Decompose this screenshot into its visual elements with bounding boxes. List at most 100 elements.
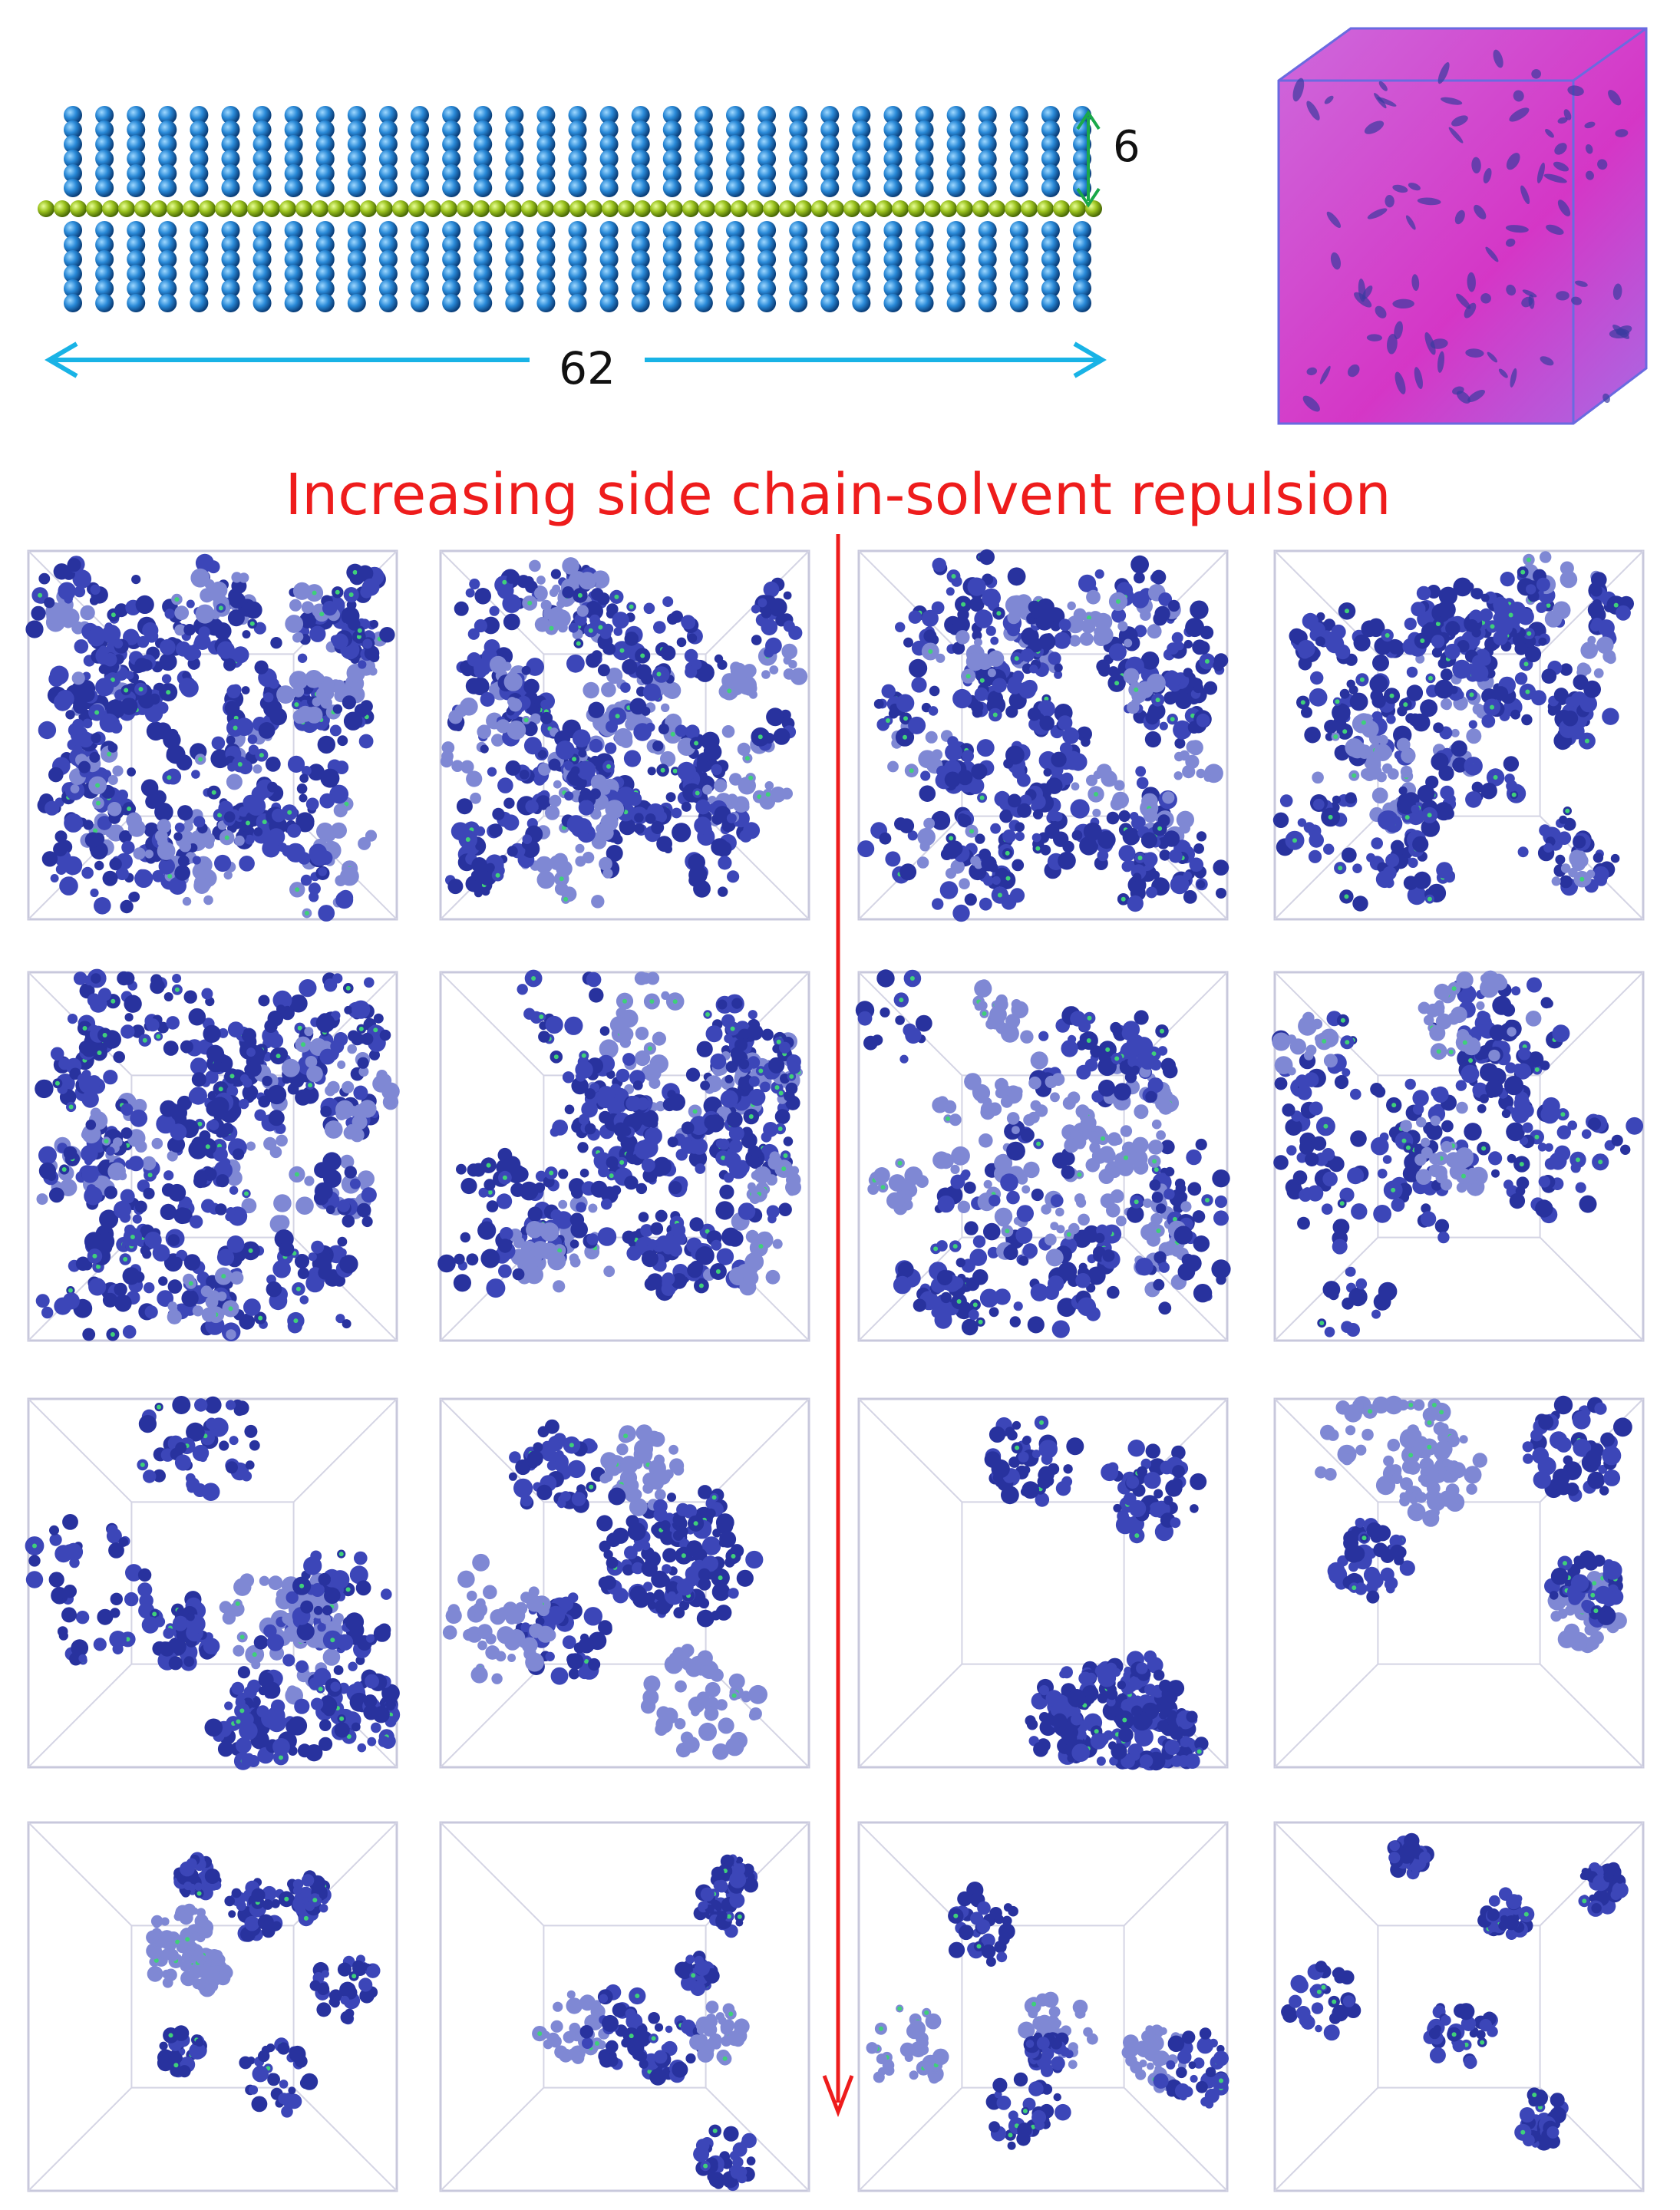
particle [1196, 880, 1206, 889]
side-bead [946, 164, 965, 183]
particle [242, 630, 251, 639]
particle [268, 1110, 285, 1126]
particle [500, 1227, 513, 1241]
side-chain-dot [1520, 569, 1526, 575]
particle [1052, 811, 1063, 822]
particle [558, 1199, 568, 1209]
particle [244, 834, 255, 845]
side-bead [315, 250, 335, 269]
particle [960, 1171, 969, 1181]
particle [114, 638, 124, 649]
particle [931, 810, 951, 830]
side-bead [1009, 265, 1028, 283]
particle [1174, 737, 1186, 749]
side-bead [915, 279, 934, 298]
particle [621, 1126, 632, 1136]
particle [619, 734, 633, 748]
particle [294, 632, 304, 642]
particle [174, 605, 190, 621]
particle [556, 609, 566, 618]
side-bead [662, 135, 682, 153]
side-bead [221, 106, 240, 124]
side-bead [694, 106, 713, 124]
particle [1124, 638, 1133, 648]
particle [329, 724, 342, 737]
side-bead [599, 294, 619, 312]
backbone-bead [134, 200, 151, 217]
particle [1440, 668, 1453, 681]
particle [1003, 758, 1014, 769]
side-chain-dot [211, 790, 216, 795]
particle [74, 639, 89, 654]
side-bead [95, 236, 114, 254]
particle [743, 822, 761, 839]
particle [168, 1183, 186, 1202]
particle [254, 660, 269, 675]
particle [132, 1214, 142, 1224]
particle [138, 692, 155, 709]
side-bead [411, 265, 430, 283]
chain-speck [1522, 289, 1537, 298]
side-bead [946, 250, 965, 269]
particle [332, 633, 348, 650]
side-bead [789, 265, 808, 283]
particle [158, 858, 175, 875]
side-chain-dot [218, 605, 223, 611]
side-chain-dot [258, 1315, 263, 1321]
side-bead [757, 150, 777, 168]
particle [1412, 836, 1429, 853]
particle [576, 605, 589, 617]
particle [971, 763, 988, 780]
backbone-bead [167, 200, 183, 217]
particle [1081, 737, 1091, 747]
particle [1117, 621, 1128, 632]
particle [276, 1004, 286, 1014]
side-chain-dot [672, 999, 678, 1004]
particle [687, 633, 698, 643]
particle [254, 1109, 266, 1121]
side-bead [347, 106, 366, 124]
particle [634, 1140, 654, 1159]
side-bead [315, 135, 335, 153]
chain-speck [1571, 296, 1583, 305]
backbone-bead [956, 200, 973, 217]
side-bead [411, 164, 430, 183]
particle [183, 990, 197, 1004]
particle [109, 857, 122, 871]
chain-speck [1408, 183, 1421, 191]
side-bead [852, 120, 871, 139]
side-bead [536, 120, 556, 139]
side-chain-dot [647, 1046, 652, 1051]
particle [1107, 1285, 1120, 1299]
particle [84, 1156, 93, 1166]
side-bead [442, 164, 461, 183]
particle [545, 805, 560, 820]
particle [1369, 675, 1388, 694]
particle [1348, 741, 1367, 759]
particle [619, 1037, 631, 1048]
side-bead [789, 135, 808, 153]
particle [182, 896, 192, 906]
backbone-bead [279, 200, 296, 217]
particle [564, 1104, 575, 1115]
particle [1062, 840, 1074, 853]
side-chain-dot [903, 734, 907, 740]
particle [1339, 688, 1350, 699]
particle [357, 1057, 369, 1069]
side-bead [95, 150, 114, 168]
side-bead [883, 279, 903, 298]
particle [620, 682, 631, 693]
particle [1002, 829, 1016, 843]
particle [59, 876, 78, 896]
particle [54, 797, 64, 807]
particle [113, 1137, 123, 1147]
particle [212, 1060, 224, 1073]
particle [204, 579, 215, 589]
side-chain-dot [167, 873, 173, 879]
side-chain-dot [1579, 876, 1585, 882]
particle [662, 685, 675, 698]
particle [1127, 701, 1140, 714]
side-bead [852, 164, 871, 183]
side-chain-dot [130, 1235, 135, 1239]
backbone-bead [908, 200, 925, 217]
